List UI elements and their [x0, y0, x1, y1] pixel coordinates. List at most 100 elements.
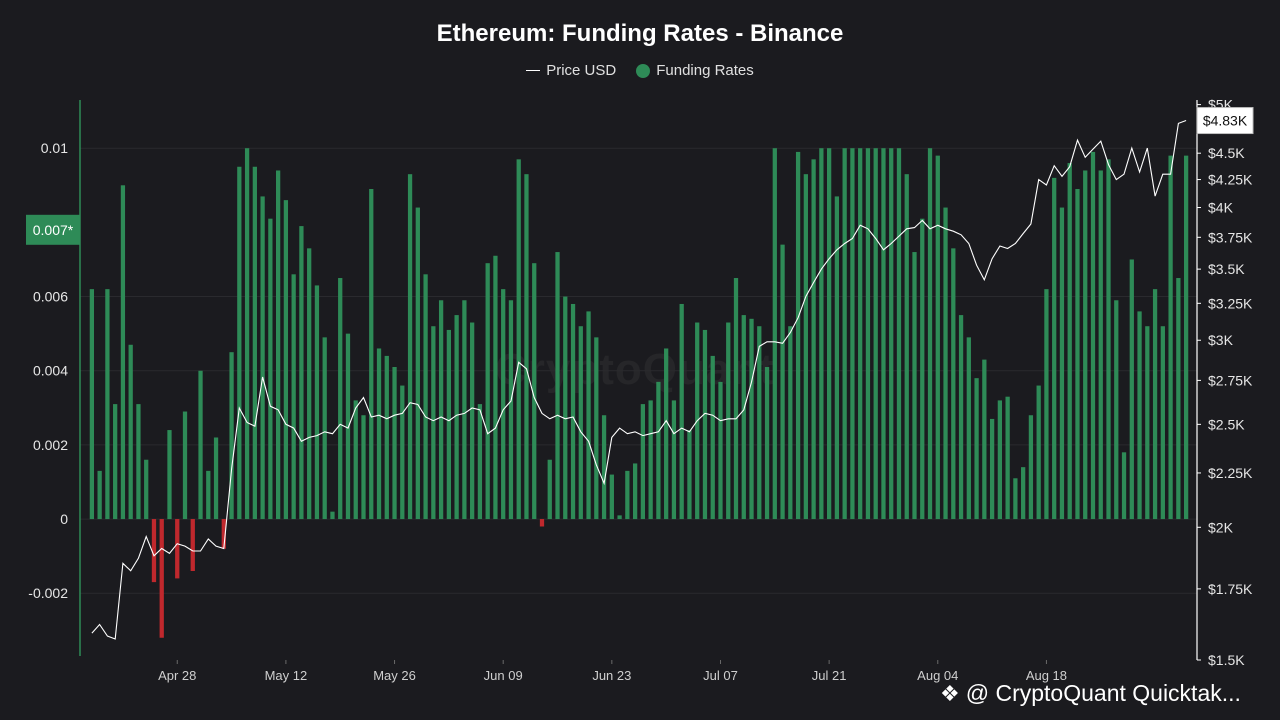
price-value-badge [1196, 107, 1254, 135]
funding-bar [741, 315, 746, 520]
funding-bar [718, 381, 723, 520]
funding-bar [431, 326, 436, 520]
funding-bar [384, 355, 389, 520]
funding-bar [1106, 159, 1111, 520]
funding-bar [749, 318, 754, 520]
x-tick-label: May 26 [373, 668, 416, 683]
funding-bar [679, 303, 684, 520]
funding-bar [726, 322, 731, 520]
funding-bar [912, 252, 917, 520]
funding-bar [392, 367, 397, 520]
x-tick-label: Jul 07 [703, 668, 738, 683]
funding-bar [951, 248, 956, 520]
left-tick-label: -0.002 [28, 585, 68, 601]
funding-bar [190, 519, 195, 571]
funding-bar [601, 415, 607, 520]
funding-bar [477, 404, 483, 520]
funding-bar [462, 300, 467, 520]
funding-bar [338, 278, 343, 520]
funding-bar [780, 244, 785, 520]
funding-bar [1145, 326, 1150, 520]
funding-bar [283, 200, 289, 520]
funding-bar [175, 519, 180, 579]
funding-bar [671, 400, 677, 520]
funding-bar [632, 463, 638, 520]
left-tick-label: 0.004 [33, 363, 68, 379]
funding-bar [640, 404, 646, 520]
funding-bar [764, 367, 770, 520]
left-tick-label: 0.006 [33, 289, 68, 305]
funding-bar [229, 352, 234, 520]
funding-bar [648, 400, 653, 520]
x-tick-label: Jun 09 [484, 668, 523, 683]
funding-bar [198, 370, 203, 520]
funding-bar [508, 300, 514, 520]
funding-bar [182, 411, 188, 520]
funding-bar [113, 404, 118, 520]
funding-bar [97, 470, 102, 520]
funding-bar [105, 289, 110, 520]
funding-bar [803, 174, 808, 520]
funding-bar [1036, 385, 1041, 520]
funding-bar [1176, 278, 1181, 520]
funding-bar [291, 274, 296, 520]
funding-bar [400, 385, 405, 520]
funding-bar [1121, 452, 1127, 520]
funding-bar [896, 148, 902, 520]
funding-bar [974, 378, 979, 520]
funding-bar [563, 296, 568, 520]
funding-bar [1083, 170, 1088, 520]
funding-bar [314, 285, 320, 520]
funding-bar [788, 326, 793, 520]
funding-bar [570, 303, 576, 520]
right-tick-label: $3.75K [1208, 229, 1253, 245]
legend-item-price[interactable]: Price USD [526, 62, 616, 79]
funding-bar [865, 148, 871, 520]
legend-label-funding: Funding Rates [656, 62, 754, 79]
legend-label-price: Price USD [546, 62, 617, 79]
funding-bar [376, 348, 382, 520]
funding-bar [206, 470, 211, 520]
funding-bar [485, 263, 490, 520]
left-tick-label: 0.002 [33, 437, 68, 453]
funding-bar [958, 315, 964, 520]
funding-bar [1028, 415, 1034, 520]
left-tick-label: 0 [60, 511, 68, 527]
funding-bar [904, 174, 909, 520]
funding-bar [1052, 177, 1057, 520]
chart-axes: -0.002 0 0.002 0.004 0.006 0.01 $1.5K $1.75K $2K… [26, 97, 1254, 683]
funding-bar [532, 263, 537, 520]
funding-bar [687, 430, 692, 520]
funding-bar [345, 333, 351, 520]
funding-bar [733, 278, 739, 520]
funding-bar [966, 337, 971, 520]
funding-bar [501, 289, 506, 520]
funding-bar [943, 207, 948, 520]
funding-bar [858, 148, 863, 520]
funding-bar [516, 159, 521, 520]
funding-bar [920, 218, 925, 520]
funding-bar [873, 148, 878, 520]
funding-bar [1137, 311, 1142, 520]
funding-bar [128, 344, 133, 520]
cryptoquant-watermark: ❖ @ CryptoQuant Quicktak... [940, 680, 1241, 707]
funding-bar [842, 148, 847, 520]
funding-bar [811, 159, 816, 520]
funding-bar [757, 326, 762, 520]
funding-bar [244, 148, 250, 520]
right-tick-label: $2K [1208, 519, 1234, 535]
funding-bar [1005, 396, 1010, 520]
left-value-badge [26, 214, 80, 245]
funding-bar [555, 252, 560, 520]
funding-bar [1160, 326, 1165, 520]
legend-item-funding[interactable]: Funding Rates [636, 62, 754, 79]
funding-bar [89, 289, 95, 520]
x-tick-label: Jun 23 [592, 668, 631, 683]
funding-bar [167, 430, 172, 520]
funding-bar [299, 226, 304, 520]
funding-bar [850, 148, 855, 520]
funding-bar [1013, 478, 1018, 520]
funding-bars [89, 148, 1189, 638]
funding-bar [423, 274, 428, 520]
funding-bar [1059, 207, 1065, 520]
